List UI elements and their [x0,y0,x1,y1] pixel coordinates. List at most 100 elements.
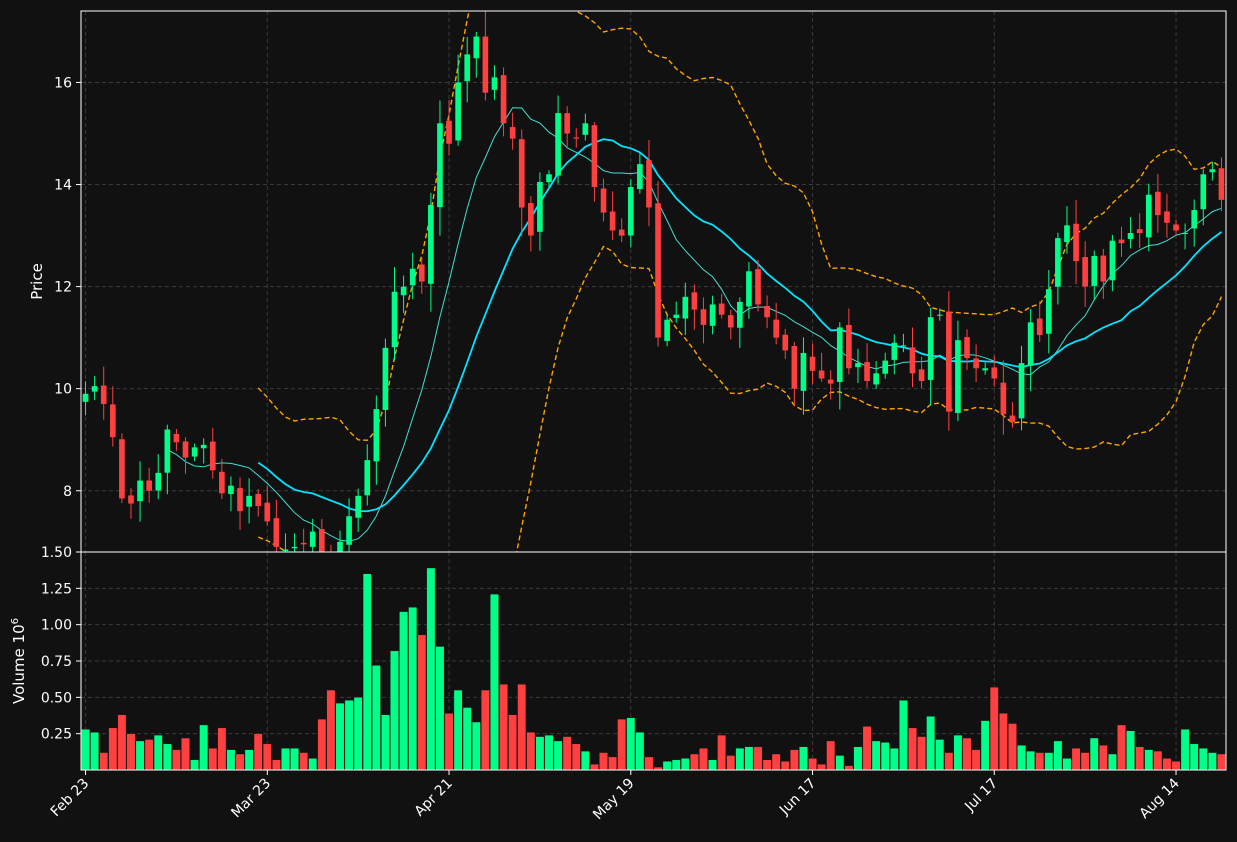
candle-body [764,305,770,318]
candle-body [1018,363,1025,419]
volume-bar [862,726,872,771]
candle-body [1109,240,1116,281]
candle-body [900,345,907,347]
price-ytick-label: 10 [54,382,72,398]
candle-body [473,36,480,59]
volume-bar [281,748,290,771]
candle-body [337,541,343,552]
candle-body [1218,168,1225,200]
volume-bar [1062,758,1072,771]
volume-bar [199,724,209,771]
candle-body [237,488,243,512]
candle-body [1155,191,1161,216]
candle-body [955,340,961,413]
volume-bar [444,713,454,771]
volume-bar [726,755,736,771]
volume-bar [998,713,1008,771]
candle-body [1009,415,1016,422]
candle-body [1091,255,1098,286]
candle-body [537,181,543,232]
volume-bar [944,752,954,771]
candle-body [255,493,262,507]
candle-body [1191,210,1198,229]
volume-bar [235,753,245,771]
candle-body [455,82,461,141]
candle-body [146,480,152,491]
candle-body [1027,322,1034,366]
candle-body [782,334,789,351]
volume-bar [826,740,836,771]
volume-bar [371,665,381,771]
volume-bar [1171,761,1181,771]
candle-body [1082,257,1088,287]
volume-bar [844,765,854,771]
volume-bar [190,759,199,771]
candle-body [318,529,325,552]
volume-bar [1135,746,1145,771]
candle-body [1045,289,1052,334]
volume-bar [935,739,945,771]
volume-bar [1153,750,1163,771]
candle-body [491,77,498,90]
candle-body [1209,169,1216,173]
candle-body [100,385,107,404]
volume-bar [690,753,699,771]
volume-bar [326,689,336,771]
volume-bar [608,756,617,771]
volume-bar [299,752,309,771]
candle-body [191,447,198,457]
volume-ytick-label: 1.50 [41,545,72,561]
candle-body [1173,224,1179,231]
candle-body [991,367,998,379]
candle-body [1145,194,1152,238]
candle-body [246,495,252,507]
candle-body [873,373,879,385]
candle-body [727,315,734,328]
volume-bar [344,700,354,771]
volume-ytick-label: 0.25 [41,727,72,743]
candle-body [273,518,280,547]
volume-bar [753,746,763,771]
volume-bar [835,755,845,771]
volume-bar [771,753,781,771]
volume-bar [662,761,672,771]
candle-body [891,342,898,360]
volume-bar [262,743,272,771]
candle-body [119,439,125,499]
price-ytick-label: 16 [54,75,72,91]
volume-bar [290,748,299,771]
volume-bar [617,718,627,771]
volume-bar [1044,752,1054,771]
candle-body [309,531,316,547]
candle-body [91,386,98,392]
candle-body [746,271,752,307]
candle-body [555,113,561,176]
volume-bar [789,749,799,771]
volume-bar [408,607,418,771]
volume-bar [1189,743,1199,771]
candle-body [791,345,798,389]
volume-bar [381,714,390,771]
volume-bar [253,733,263,771]
volume-bar [1217,753,1226,771]
volume-label-text: Volume [10,643,28,704]
candle-body [209,441,216,471]
candle-body [437,123,443,208]
volume-bar [390,650,399,771]
candle-body [1036,318,1043,336]
volume-bar [226,749,236,771]
candle-body [846,324,852,369]
candle-body [518,139,525,208]
volume-ytick-label: 1.25 [41,581,72,597]
volume-bar [953,734,963,771]
volume-bar [1144,749,1154,771]
volume-bar [517,684,527,771]
candle-body [682,296,689,319]
candle-body [1182,233,1188,235]
price-envelope-bands [257,11,1223,552]
candle-body [836,327,843,382]
candle-body [882,360,889,374]
candle-body [918,369,925,382]
